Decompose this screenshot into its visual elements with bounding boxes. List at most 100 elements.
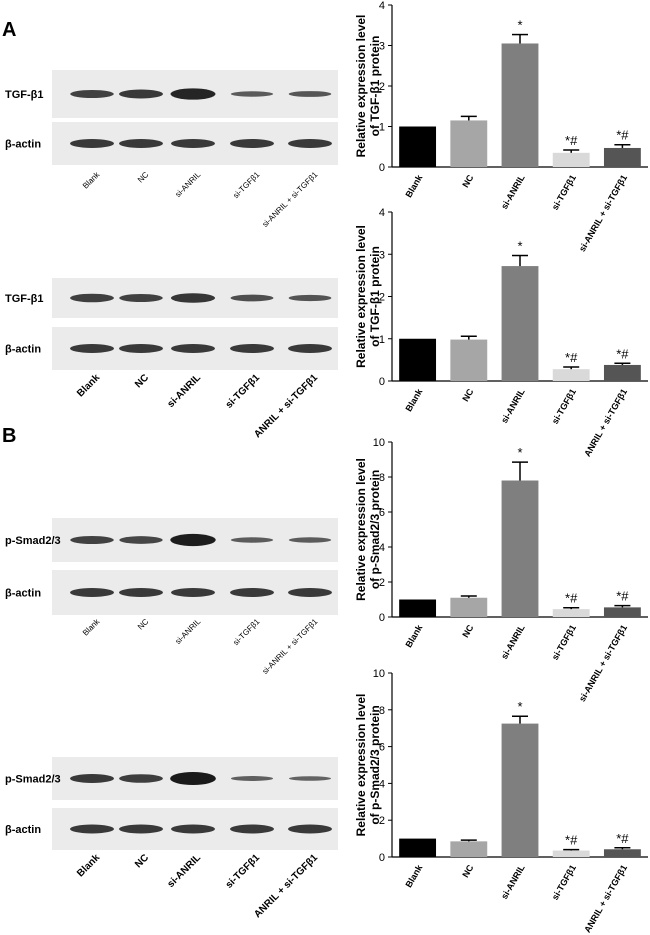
bar: [552, 369, 590, 381]
x-tick-label: si-TGFβ1: [550, 863, 578, 902]
annotation: *#: [565, 591, 578, 606]
annotation: *: [517, 18, 522, 33]
x-tick-label: si-ANRIL + si-TGFβ1: [577, 623, 629, 703]
x-tick-label: si-TGFβ1: [550, 173, 578, 212]
y-axis-label: of TGF-β1 protein: [368, 36, 382, 137]
annotation: *#: [565, 133, 578, 148]
lane-label: Blank: [75, 372, 102, 399]
x-tick-label: NC: [460, 863, 475, 880]
blot-band: [70, 293, 114, 303]
lane-label: si-ANRIL: [173, 170, 202, 199]
x-tick-label: NC: [460, 387, 475, 404]
x-tick-label: ANRIL + si-TGFβ1: [582, 387, 629, 458]
lane-label: si-ANRIL: [173, 617, 202, 646]
y-tick-label: 0: [379, 162, 385, 174]
annotation: *#: [616, 831, 629, 846]
bar: [552, 609, 590, 617]
lane-label: si-ANRIL + si-TGFβ1: [261, 170, 320, 229]
y-tick-label: 2: [379, 81, 385, 93]
x-tick-label: NC: [460, 623, 475, 640]
blot-band: [288, 294, 332, 302]
lane-label: NC: [133, 372, 151, 390]
lane-label: ANRIL + si-TGFβ1: [252, 372, 320, 440]
bar: [450, 120, 488, 167]
blot-row-label: p-Smad2/3: [5, 535, 61, 547]
blot-band: [171, 344, 215, 353]
bar: [603, 849, 641, 857]
bar: [399, 599, 437, 617]
lane-label: NC: [133, 852, 151, 870]
x-tick-label: ANRIL + si-TGFβ1: [582, 863, 629, 934]
blot-band: [288, 139, 332, 148]
blot-band: [230, 824, 274, 834]
panel-label: B: [2, 425, 16, 447]
bar: [552, 152, 590, 167]
blot-band: [288, 588, 332, 597]
y-tick-label: 10: [373, 437, 385, 449]
bar: [501, 266, 539, 381]
blot-band: [70, 89, 114, 99]
y-tick-label: 8: [379, 705, 385, 717]
panel-label: A: [2, 19, 16, 41]
blot-band: [289, 776, 331, 781]
blot-row-label: β-actin: [5, 139, 41, 151]
bar: [603, 364, 641, 381]
lane-label: si-TGFβ1: [224, 852, 263, 891]
blot-band: [288, 344, 332, 353]
bar: [603, 607, 641, 617]
blot-row-label: p-Smad2/3: [5, 774, 61, 786]
x-tick-label: si-TGFβ1: [550, 387, 578, 426]
y-axis-label: of p-Smad2/3 protein: [368, 705, 382, 824]
lane-label: si-TGFβ1: [224, 372, 263, 411]
lane-label: NC: [136, 617, 151, 632]
y-tick-label: 1: [379, 334, 385, 346]
y-tick-label: 10: [373, 668, 385, 680]
y-axis-label: Relative expression level: [354, 458, 368, 601]
x-tick-label: Blank: [403, 386, 424, 413]
blot-band: [119, 89, 163, 99]
y-tick-label: 6: [379, 742, 385, 754]
y-tick-label: 4: [379, 207, 385, 219]
x-tick-label: si-ANRIL: [499, 863, 527, 901]
blot-band: [119, 344, 163, 353]
lane-label: NC: [136, 170, 151, 185]
y-axis-label: Relative expression level: [354, 694, 368, 837]
bar: [603, 147, 641, 167]
blot-band: [119, 588, 163, 597]
y-tick-label: 6: [379, 507, 385, 519]
blot-band: [171, 588, 215, 597]
annotation: *: [517, 445, 522, 460]
blot-row-label: TGF-β1: [5, 293, 44, 305]
y-tick-label: 4: [379, 0, 385, 12]
x-tick-label: si-ANRIL + si-TGFβ1: [577, 173, 629, 253]
x-tick-label: si-TGFβ1: [550, 623, 578, 662]
y-tick-label: 2: [379, 292, 385, 304]
bar: [399, 838, 437, 857]
x-tick-label: si-ANRIL: [499, 173, 527, 211]
lane-label: Blank: [81, 169, 102, 190]
blot-band: [119, 293, 163, 303]
annotation: *#: [616, 346, 629, 361]
lane-label: si-TGFβ1: [231, 617, 261, 647]
bar: [450, 841, 488, 857]
blot-row-label: TGF-β1: [5, 89, 44, 101]
x-tick-label: Blank: [403, 862, 424, 889]
blot-band: [230, 294, 274, 302]
blot-row-label: β-actin: [5, 588, 41, 600]
blot-band: [70, 588, 114, 597]
annotation: *#: [565, 350, 578, 365]
bar: [501, 43, 539, 167]
blot-band: [171, 824, 215, 834]
y-tick-label: 3: [379, 249, 385, 261]
blot-band: [119, 824, 163, 834]
blot-band: [70, 139, 114, 148]
blot-row-label: β-actin: [5, 824, 41, 836]
x-tick-label: si-ANRIL: [499, 623, 527, 661]
blot-band: [119, 774, 163, 783]
annotation: *#: [616, 128, 629, 143]
y-axis-label: Relative expression level: [354, 225, 368, 368]
blot-band: [119, 139, 163, 148]
y-tick-label: 2: [379, 815, 385, 827]
blot-band: [288, 824, 332, 834]
